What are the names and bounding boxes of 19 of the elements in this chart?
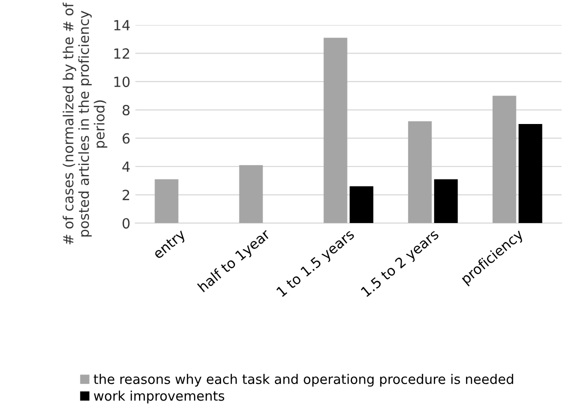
bar <box>518 124 542 224</box>
y-axis-title: # of cases (normalized by the # of posted articles in the proficiency period) <box>62 2 108 244</box>
bar <box>350 186 374 224</box>
bar <box>408 121 432 224</box>
y-tick-label: 14 <box>114 20 130 30</box>
y-tick-label: 10 <box>114 76 130 88</box>
bar <box>492 96 516 224</box>
legend-label: work improvements <box>94 390 224 404</box>
bar <box>434 179 458 224</box>
y-tick-label: 4 <box>122 162 130 172</box>
bar <box>154 179 178 224</box>
y-tick-label: 0 <box>122 218 130 229</box>
y-tick-label: 2 <box>122 190 130 200</box>
bar <box>324 38 348 224</box>
y-tick-label: 12 <box>114 48 130 59</box>
bar <box>239 165 263 224</box>
y-tick-label: 6 <box>122 133 130 144</box>
y-tick-label: 8 <box>122 104 130 116</box>
legend-label: the reasons why each task and operationg procedure is needed <box>94 374 514 387</box>
